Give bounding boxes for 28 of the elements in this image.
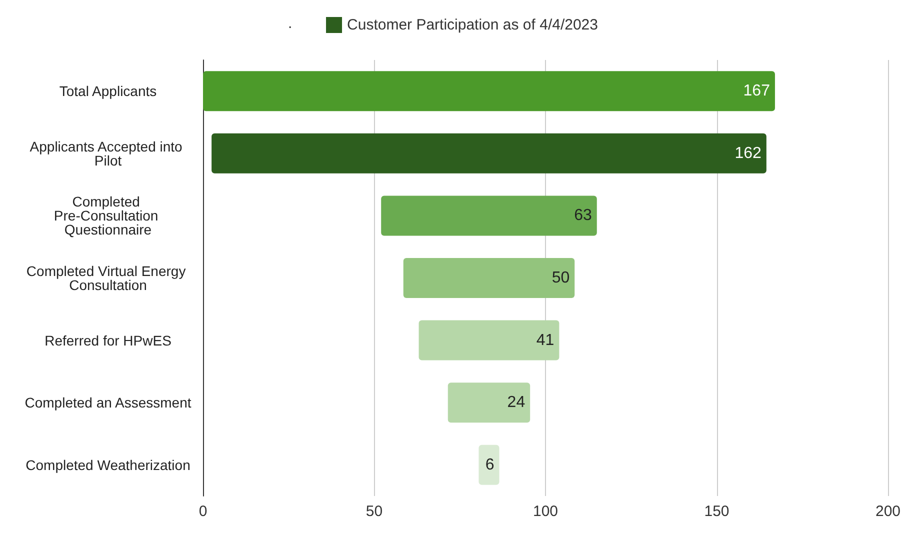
- y-tick-label: Referred for HPwES: [44, 332, 172, 348]
- y-tick-label: Completed an Assessment: [24, 394, 192, 411]
- data-label: 50: [552, 270, 570, 286]
- bar: [381, 196, 597, 236]
- x-tick-label: 100: [532, 503, 558, 520]
- data-label: 41: [536, 332, 554, 349]
- x-tick-label: 200: [875, 503, 901, 520]
- data-label: 162: [734, 144, 762, 162]
- y-tick-label: Completed Pre-Consultation Questionnaire: [54, 194, 162, 238]
- x-tick-label: 150: [704, 503, 730, 520]
- bar: [403, 258, 575, 298]
- data-label: 6: [485, 456, 494, 474]
- bar: [418, 320, 560, 360]
- y-tick-label: Applicants Accepted into Pilot: [30, 138, 186, 168]
- data-label: 24: [507, 394, 526, 412]
- bar: [212, 133, 766, 174]
- legend-label: Customer Participation as of 4/4/2023: [347, 16, 598, 34]
- bar: [478, 444, 500, 485]
- y-tick-label: Completed Weatherization: [26, 456, 190, 473]
- bar: [448, 382, 530, 423]
- x-tick-label: 0: [198, 503, 208, 520]
- data-label: 63: [574, 207, 592, 224]
- legend-title: .: [288, 15, 292, 32]
- data-label: 167: [743, 82, 770, 100]
- y-tick-label: Completed Virtual Energy Consultation: [26, 263, 190, 293]
- y-tick-label: Total Applicants: [59, 83, 157, 100]
- bar: [203, 71, 775, 112]
- x-tick-label: 50: [366, 503, 383, 520]
